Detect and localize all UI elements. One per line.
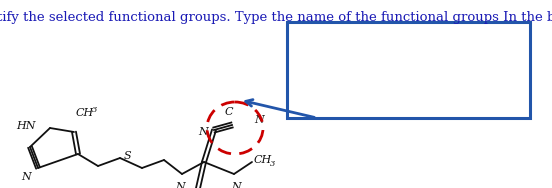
Text: N: N: [175, 182, 185, 188]
FancyBboxPatch shape: [287, 22, 530, 118]
Text: 3: 3: [92, 106, 97, 114]
Text: N: N: [231, 182, 241, 188]
Text: HN: HN: [17, 121, 36, 131]
Text: N: N: [198, 127, 208, 137]
Text: S: S: [124, 151, 131, 161]
Text: N: N: [254, 115, 264, 125]
Text: Identify the selected functional groups. Type the name of the functional groups : Identify the selected functional groups.…: [0, 11, 552, 24]
Text: CH: CH: [254, 155, 272, 165]
Text: CH: CH: [76, 108, 94, 118]
Text: 3: 3: [270, 160, 275, 168]
Text: N: N: [21, 172, 31, 182]
Text: C: C: [225, 107, 233, 117]
